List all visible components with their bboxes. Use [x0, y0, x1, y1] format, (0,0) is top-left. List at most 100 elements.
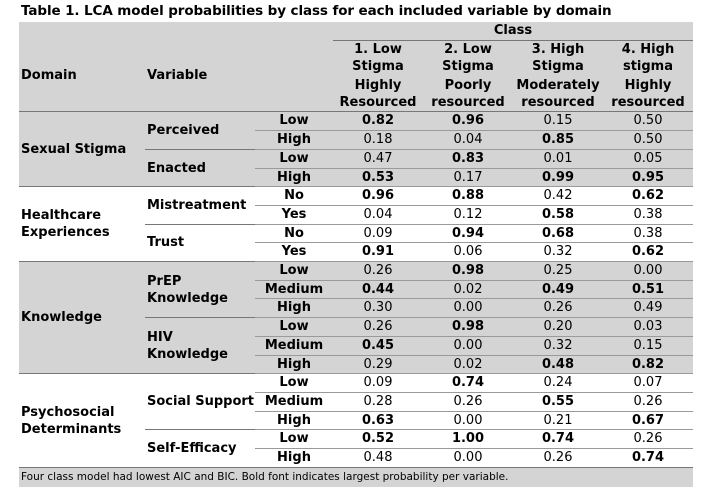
probability-cell: 0.58 [513, 205, 603, 225]
probability-cell: 0.17 [423, 168, 513, 188]
class-1-sub-line2: Resourced [333, 93, 423, 112]
variable-cell: Enacted [145, 148, 255, 187]
level-cell: High [255, 298, 333, 319]
domain-cell: Knowledge [19, 261, 145, 374]
probability-cell: 0.55 [513, 392, 603, 412]
class-4-name-line2: stigma [603, 58, 693, 77]
level-cell: No [255, 223, 333, 244]
probability-cell: 0.82 [333, 111, 423, 132]
class-4-name: 4. High [603, 40, 693, 59]
probability-cell: 0.26 [603, 392, 693, 412]
variable-cell: Trust [145, 223, 255, 262]
probability-cell: 0.30 [333, 298, 423, 319]
probability-cell: 0.03 [603, 317, 693, 337]
probability-cell: 0.38 [603, 205, 693, 225]
variable-cell: Self-Efficacy [145, 429, 255, 468]
level-cell: Low [255, 111, 333, 132]
probability-cell: 0.50 [603, 130, 693, 150]
domain-cell: Healthcare Experiences [19, 186, 145, 262]
domain-cell: Sexual Stigma [19, 111, 145, 187]
probability-cell: 0.98 [423, 317, 513, 337]
probability-cell: 0.68 [513, 223, 603, 244]
class-3-name: 3. High [513, 40, 603, 59]
table-row: Medium 0.44 0.02 0.49 0.51 [19, 280, 693, 300]
probability-cell: 0.96 [423, 111, 513, 132]
variable-cell: PrEP Knowledge [145, 261, 255, 318]
variable-cell: HIV Knowledge [145, 317, 255, 374]
probability-cell: 0.26 [603, 429, 693, 450]
probability-cell: 0.32 [513, 336, 603, 356]
table-row: Sexual Stigma Perceived Low 0.82 0.96 0.15 0.5… [19, 111, 693, 187]
table-row: Psychosocial Determinants Social Support L… [19, 373, 693, 468]
probability-cell: 0.26 [513, 448, 603, 468]
domain-header: Domain [19, 40, 145, 112]
probability-cell: 0.02 [423, 355, 513, 375]
probability-cell: 0.12 [423, 205, 513, 225]
table-row: Healthcare Experiences Mistreatment No 0.96… [19, 186, 693, 262]
level-cell: Low [255, 317, 333, 337]
table-footnote: Four class model had lowest AIC and BIC.… [19, 466, 693, 487]
probability-cell: 0.04 [423, 130, 513, 150]
class-1-sub: Highly [333, 76, 423, 94]
class-4-sub-line2: resourced [603, 93, 693, 112]
probability-cell: 0.01 [513, 148, 603, 169]
probability-cell: 0.91 [333, 242, 423, 263]
table-row: Enacted Low 0.47 0.83 0.01 0.05 [19, 148, 693, 187]
probability-cell: 0.38 [603, 223, 693, 244]
probability-cell: 0.42 [513, 186, 603, 206]
class-3-name-line2: Stigma [513, 58, 603, 77]
variable-header: Variable [145, 40, 255, 112]
level-cell: Yes [255, 242, 333, 263]
class-4-sub: Highly [603, 76, 693, 94]
level-cell: Medium [255, 336, 333, 356]
probability-cell: 0.26 [513, 298, 603, 319]
probability-cell: 0.94 [423, 223, 513, 244]
class-2-sub-line2: resourced [423, 93, 513, 112]
probability-cell: 0.15 [513, 111, 603, 132]
probability-cell: 0.99 [513, 168, 603, 188]
probability-cell: 0.00 [603, 261, 693, 281]
class-3-sub-line2: resourced [513, 93, 603, 112]
table-row: High 0.48 0.00 0.26 0.74 [19, 448, 693, 468]
probability-cell: 0.09 [333, 373, 423, 393]
level-cell: No [255, 186, 333, 206]
probability-cell: 0.26 [333, 317, 423, 337]
probability-cell: 0.29 [333, 355, 423, 375]
level-cell: Low [255, 429, 333, 450]
table-row: Trust No 0.09 0.94 0.68 0.38 [19, 223, 693, 262]
level-cell: Low [255, 261, 333, 281]
class-2-name-line2: Stigma [423, 58, 513, 77]
probability-cell: 0.63 [333, 411, 423, 431]
probability-cell: 0.05 [603, 148, 693, 169]
probability-cell: 0.45 [333, 336, 423, 356]
level-cell: Medium [255, 280, 333, 300]
probability-cell: 0.62 [603, 186, 693, 206]
probability-cell: 0.53 [333, 168, 423, 188]
probability-cell: 0.26 [333, 261, 423, 281]
probability-cell: 0.32 [513, 242, 603, 263]
table-row: Yes 0.04 0.12 0.58 0.38 [19, 205, 693, 225]
level-cell: High [255, 411, 333, 431]
probability-cell: 0.62 [603, 242, 693, 263]
table-row: Yes 0.91 0.06 0.32 0.62 [19, 242, 693, 263]
probability-cell: 0.21 [513, 411, 603, 431]
level-cell: Low [255, 373, 333, 393]
table-title: Table 1. LCA model probabilities by clas… [21, 3, 612, 19]
table-body: Sexual Stigma Perceived Low 0.82 0.96 0.15 0.5… [19, 111, 693, 468]
probability-cell: 0.49 [513, 280, 603, 300]
probability-cell: 0.52 [333, 429, 423, 450]
level-cell: Yes [255, 205, 333, 225]
probability-cell: 0.00 [423, 336, 513, 356]
probability-cell: 0.88 [423, 186, 513, 206]
probability-cell: 0.85 [513, 130, 603, 150]
variable-cell: Mistreatment [145, 186, 255, 225]
probability-cell: 0.49 [603, 298, 693, 319]
probability-cell: 0.47 [333, 148, 423, 169]
class-3-sub: Moderately [513, 76, 603, 94]
probability-cell: 0.15 [603, 336, 693, 356]
table-row: Medium 0.28 0.26 0.55 0.26 [19, 392, 693, 412]
probability-cell: 0.96 [333, 186, 423, 206]
level-cell: Low [255, 148, 333, 169]
probability-cell: 0.00 [423, 411, 513, 431]
probability-cell: 0.74 [513, 429, 603, 450]
